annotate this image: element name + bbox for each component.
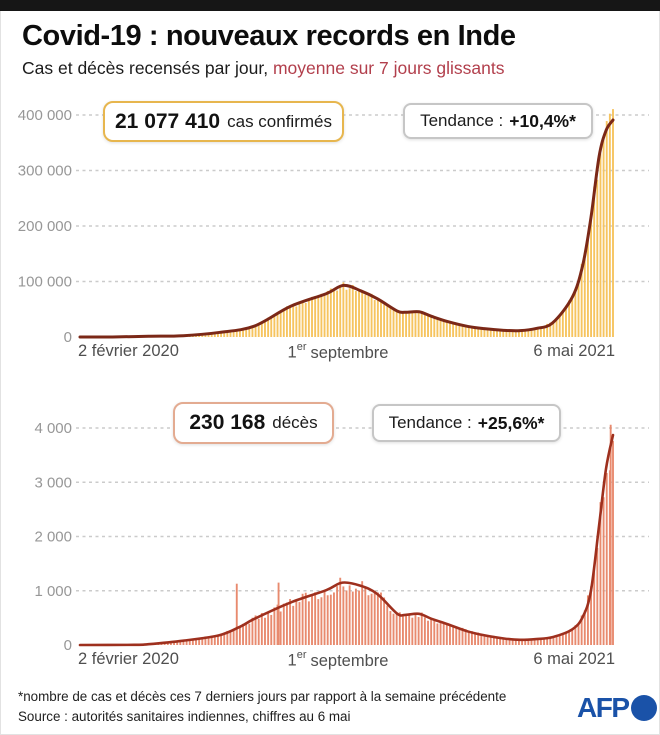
svg-text:200 000: 200 000 [18, 218, 72, 235]
xaxis-mid-sup: er [296, 341, 307, 353]
svg-text:400 000: 400 000 [18, 107, 72, 124]
deaths-total-badge: 230 168 décès [173, 402, 334, 444]
page-title: Covid-19 : nouveaux records en Inde [22, 20, 516, 52]
cases-total-label: cas confirmés [227, 111, 332, 131]
cases-plot: 400 000 300 000 200 000 100 000 0 [18, 107, 649, 346]
deaths-xaxis-end-label: 6 mai 2021 [533, 650, 615, 668]
deaths-total-value: 230 168 [189, 411, 266, 434]
source-line: Source : autorités sanitaires indiennes,… [18, 709, 351, 724]
deaths-trend-badge: Tendance : +25,6%* [372, 404, 561, 442]
afp-globe-icon [630, 695, 657, 721]
svg-text:100 000: 100 000 [18, 274, 72, 291]
deaths-trend-label: Tendance : [388, 413, 472, 432]
cases-trend-label: Tendance : [420, 111, 504, 130]
cases-xaxis-start-label: 2 février 2020 [78, 342, 179, 360]
xaxis-mid-rest: septembre [310, 651, 389, 670]
cases-trend-value: +10,4%* [509, 110, 576, 131]
cases-chart: 400 000 300 000 200 000 100 000 0 21 077 410… [0, 95, 660, 380]
afp-logo-text: AFP [577, 692, 630, 723]
subtitle-plain: Cas et décès recensés par jour, [22, 58, 273, 78]
xaxis-mid-rest: septembre [310, 343, 389, 362]
deaths-total-label: décès [272, 413, 318, 432]
svg-text:4 000: 4 000 [34, 420, 72, 437]
xaxis-mid-base: 1 [287, 651, 297, 670]
cases-total-badge: 21 077 410 cas confirmés [103, 101, 344, 142]
deaths-plot: 4 000 3 000 2 000 1 000 0 [34, 420, 649, 654]
deaths-xaxis-mid-label: 1er septembre [238, 649, 438, 671]
footnote: *nombre de cas et décès ces 7 derniers j… [18, 689, 507, 704]
subtitle: Cas et décès recensés par jour, moyenne … [22, 58, 504, 79]
svg-text:3 000: 3 000 [34, 474, 72, 491]
cases-total-value: 21 077 410 [115, 109, 221, 133]
deaths-trend-value: +25,6%* [477, 412, 545, 433]
xaxis-mid-sup: er [296, 649, 307, 661]
svg-text:0: 0 [64, 637, 72, 654]
svg-text:300 000: 300 000 [18, 163, 72, 180]
deaths-xaxis-start-label: 2 février 2020 [78, 650, 179, 668]
deaths-chart: 4 000 3 000 2 000 1 000 0 230 168 décès Tend… [0, 400, 660, 685]
afp-logo: AFP [577, 692, 657, 724]
svg-text:0: 0 [64, 329, 72, 346]
svg-text:2 000: 2 000 [34, 529, 72, 546]
top-border-bar [0, 0, 660, 11]
svg-text:1 000: 1 000 [34, 583, 72, 600]
cases-xaxis-end-label: 6 mai 2021 [533, 342, 615, 360]
cases-trend-badge: Tendance : +10,4%* [403, 103, 593, 139]
cases-xaxis-mid-label: 1er septembre [238, 341, 438, 363]
subtitle-accent: moyenne sur 7 jours glissants [272, 58, 505, 78]
xaxis-mid-base: 1 [287, 343, 297, 362]
